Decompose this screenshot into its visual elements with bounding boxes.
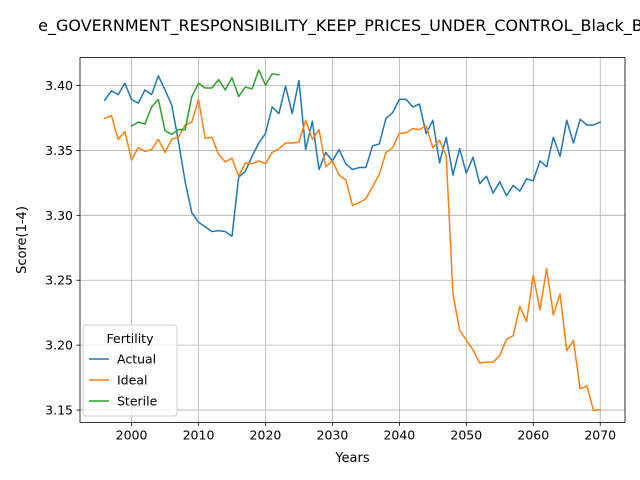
legend-box — [82, 324, 178, 417]
x-axis-label: Years — [334, 451, 370, 466]
plot-frame — [79, 57, 626, 423]
legend-label-sterile: Sterile — [117, 394, 158, 409]
legend-label-ideal: Ideal — [117, 373, 147, 388]
series-lines — [103, 69, 602, 412]
x-tick-label: 2070 — [584, 427, 616, 442]
legend-label-actual: Actual — [117, 352, 156, 367]
x-axis-ticks: 2000 2010 2020 2030 2040 2050 2060 2070 — [116, 422, 616, 442]
x-tick-label: 2040 — [383, 427, 415, 442]
y-axis-ticks: 3.15 3.20 3.25 3.30 3.35 3.40 — [45, 78, 80, 418]
series-line-ideal — [103, 98, 602, 412]
chart-title: e_GOVERNMENT_RESPONSIBILITY_KEEP_PRICES_… — [38, 16, 640, 36]
legend: Fertility Actual Ideal Sterile — [82, 324, 178, 417]
y-tick-label: 3.35 — [45, 143, 73, 158]
y-tick-label: 3.30 — [45, 208, 73, 223]
x-tick-label: 2060 — [517, 427, 549, 442]
x-tick-label: 2050 — [450, 427, 482, 442]
x-tick-label: 2020 — [250, 427, 282, 442]
y-tick-label: 3.15 — [45, 403, 73, 418]
series-line-actual — [103, 75, 602, 237]
series-line-sterile — [130, 69, 280, 136]
y-tick-label: 3.20 — [45, 338, 73, 353]
x-tick-label: 2030 — [317, 427, 349, 442]
y-tick-label: 3.25 — [45, 273, 73, 288]
x-tick-label: 2000 — [116, 427, 148, 442]
y-axis-label: Score(1-4) — [15, 206, 30, 274]
legend-title: Fertility — [107, 331, 155, 346]
x-tick-label: 2010 — [183, 427, 215, 442]
y-tick-label: 3.40 — [45, 78, 73, 93]
legend-items: Actual Ideal Sterile — [89, 352, 158, 409]
